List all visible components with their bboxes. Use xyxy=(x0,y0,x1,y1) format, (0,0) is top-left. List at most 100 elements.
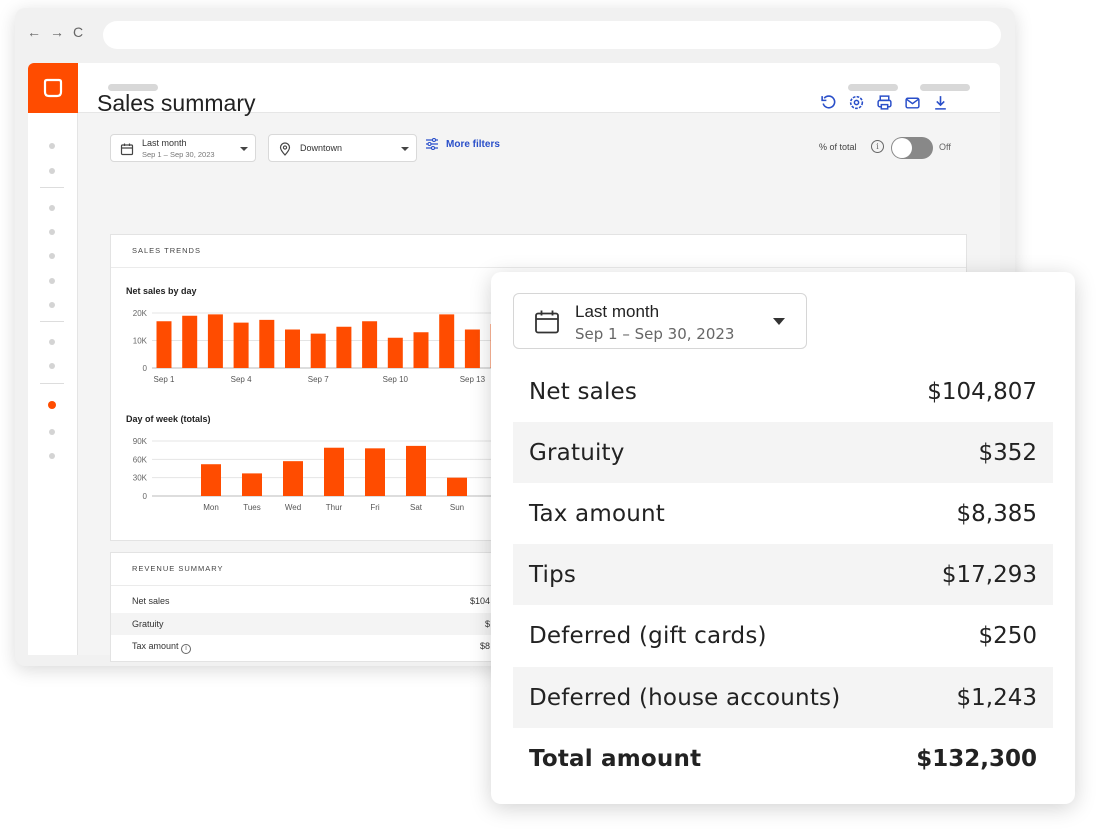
chart-bar xyxy=(406,445,426,496)
back-icon[interactable]: ← xyxy=(27,24,41,40)
sidebar-item-active[interactable] xyxy=(48,401,56,409)
chart-bar xyxy=(365,448,385,496)
revenue-row-label: Gratuity xyxy=(132,619,164,629)
chart-bar xyxy=(387,337,403,368)
page-title: Sales summary xyxy=(97,90,256,116)
popup-row-tips: Tips $17,293 xyxy=(513,544,1053,605)
sidebar-item[interactable] xyxy=(49,302,55,308)
chevron-down-icon xyxy=(240,147,248,151)
more-filters-label: More filters xyxy=(446,138,500,150)
revenue-summary-header: REVENUE SUMMARY xyxy=(132,564,224,573)
chart-bar xyxy=(464,329,480,368)
chart-title-net-sales: Net sales by day xyxy=(126,286,197,296)
revenue-row-label: Tax amount i xyxy=(132,641,192,654)
chart-bar xyxy=(336,326,352,368)
sidebar-item[interactable] xyxy=(49,339,55,345)
location-select[interactable]: Downtown xyxy=(268,134,417,162)
calendar-icon xyxy=(120,143,134,156)
revenue-row-label: Net sales xyxy=(132,596,170,606)
x-tick-label: Sep 13 xyxy=(460,375,486,384)
popup-row-label: Tips xyxy=(529,562,577,588)
pct-of-total-toggle[interactable] xyxy=(891,137,933,159)
chart-bar xyxy=(259,319,275,368)
forward-icon[interactable]: → xyxy=(50,24,64,40)
x-tick-label: Wed xyxy=(285,503,301,512)
sidebar-item[interactable] xyxy=(49,253,55,259)
settings-icon[interactable] xyxy=(848,94,865,111)
popup-row-label: Deferred (gift cards) xyxy=(529,623,767,649)
day-of-week-chart: 0 30K 60K 90K Mon Tues Wed Thur Fri Sat Sun xyxy=(133,437,511,512)
popup-row-net-sales: Net sales $104,807 xyxy=(513,361,1053,422)
chart-bar xyxy=(447,477,467,496)
popup-row-value: $104,807 xyxy=(927,379,1037,405)
sidebar-item[interactable] xyxy=(49,278,55,284)
logo-icon xyxy=(43,78,63,98)
popup-row-deferred-gift-cards: Deferred (gift cards) $250 xyxy=(513,605,1053,666)
revenue-summary-popup: Last month Sep 1 – Sep 30, 2023 Net sale… xyxy=(491,272,1075,804)
location-label: Downtown xyxy=(300,143,343,153)
y-tick-label: 0 xyxy=(143,364,148,373)
print-icon[interactable] xyxy=(876,94,893,111)
popup-row-value: $132,300 xyxy=(916,746,1037,772)
popup-date-range-label: Last month xyxy=(575,302,660,321)
tax-amount-label: Tax amount xyxy=(132,641,179,651)
refresh-icon[interactable] xyxy=(820,94,837,111)
y-tick-label: 0 xyxy=(143,492,148,501)
x-tick-label: Sun xyxy=(450,503,464,512)
chart-title-day-of-week: Day of week (totals) xyxy=(126,414,211,424)
chart-bar xyxy=(156,321,172,368)
revenue-row-value: $ xyxy=(484,619,490,629)
topbar-placeholder xyxy=(108,84,158,91)
x-tick-label: Fri xyxy=(370,503,380,512)
address-bar[interactable] xyxy=(103,21,1001,49)
chart-bar xyxy=(362,321,378,368)
sidebar-item[interactable] xyxy=(49,453,55,459)
info-icon[interactable]: i xyxy=(181,644,192,654)
x-tick-label: Sat xyxy=(410,503,423,512)
sidebar-divider xyxy=(40,383,64,384)
sidebar-divider xyxy=(40,187,64,188)
x-tick-label: Sep 7 xyxy=(308,375,329,384)
x-tick-label: Sep 4 xyxy=(231,375,252,384)
popup-row-label: Total amount xyxy=(529,746,702,772)
top-bar xyxy=(78,63,1000,113)
date-range-label: Last month xyxy=(142,138,187,148)
reload-icon[interactable]: C xyxy=(73,24,84,40)
popup-row-value: $8,385 xyxy=(956,501,1037,527)
sidebar-divider xyxy=(40,321,64,322)
popup-row-gratuity: Gratuity $352 xyxy=(513,422,1053,483)
x-tick-label: Tues xyxy=(243,503,261,512)
pct-of-total-label: % of total xyxy=(819,142,857,152)
app-logo[interactable] xyxy=(28,63,78,113)
popup-row-value: $1,243 xyxy=(956,685,1037,711)
x-tick-label: Sep 1 xyxy=(154,375,175,384)
popup-date-range-select[interactable]: Last month Sep 1 – Sep 30, 2023 xyxy=(513,293,807,349)
email-icon[interactable] xyxy=(904,94,921,111)
chart-bar xyxy=(201,464,221,496)
toggle-state-label: Off xyxy=(939,142,951,152)
more-filters-button[interactable]: More filters xyxy=(425,138,500,150)
popup-row-value: $250 xyxy=(978,623,1037,649)
sidebar-item[interactable] xyxy=(49,229,55,235)
y-tick-label: 30K xyxy=(133,474,148,483)
sidebar-item[interactable] xyxy=(49,429,55,435)
popup-row-value: $352 xyxy=(978,440,1037,466)
sidebar-item[interactable] xyxy=(49,205,55,211)
revenue-row-tax-amount: Tax amount i $8 xyxy=(111,635,494,657)
sidebar-item[interactable] xyxy=(49,143,55,149)
topbar-placeholder xyxy=(848,84,898,91)
topbar-placeholder xyxy=(920,84,970,91)
sidebar-item[interactable] xyxy=(49,168,55,174)
x-tick-label: Sep 10 xyxy=(383,375,409,384)
chevron-down-icon xyxy=(773,318,785,325)
info-icon[interactable]: i xyxy=(871,140,884,153)
revenue-row-gratuity: Gratuity $ xyxy=(111,613,494,635)
date-range-value: Sep 1 – Sep 30, 2023 xyxy=(142,150,215,159)
popup-date-range-value: Sep 1 – Sep 30, 2023 xyxy=(575,325,735,343)
date-range-select[interactable]: Last month Sep 1 – Sep 30, 2023 xyxy=(110,134,256,162)
sidebar-item[interactable] xyxy=(49,363,55,369)
download-icon[interactable] xyxy=(932,94,949,111)
chart-bar xyxy=(324,447,344,496)
x-tick-label: Thur xyxy=(326,503,343,512)
chart-bar xyxy=(439,314,455,368)
